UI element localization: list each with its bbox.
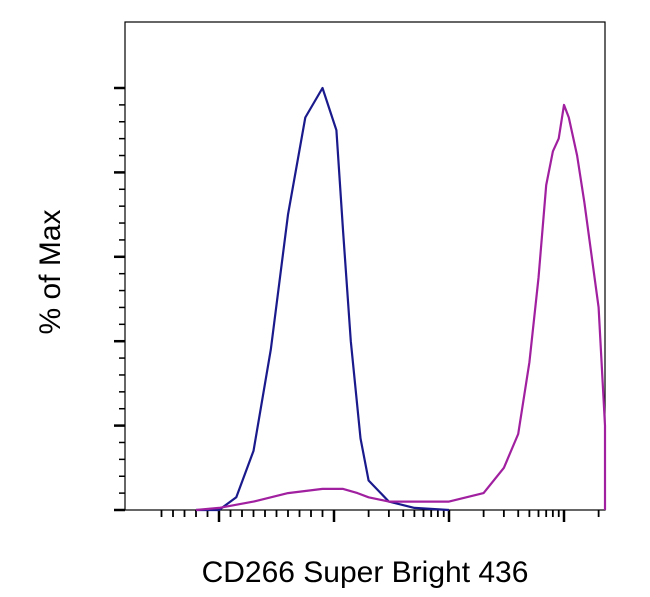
- plot-frame: [124, 21, 606, 511]
- y-axis-ticks: [114, 86, 125, 512]
- x-axis-title: CD266 Super Bright 436: [202, 556, 529, 589]
- y-axis-title: % of Max: [34, 209, 67, 334]
- histogram-series-2-line: [195, 103, 607, 512]
- histogram-series-1-line: [196, 86, 450, 512]
- series-layer: [195, 86, 607, 512]
- x-axis-ticks: [160, 510, 600, 522]
